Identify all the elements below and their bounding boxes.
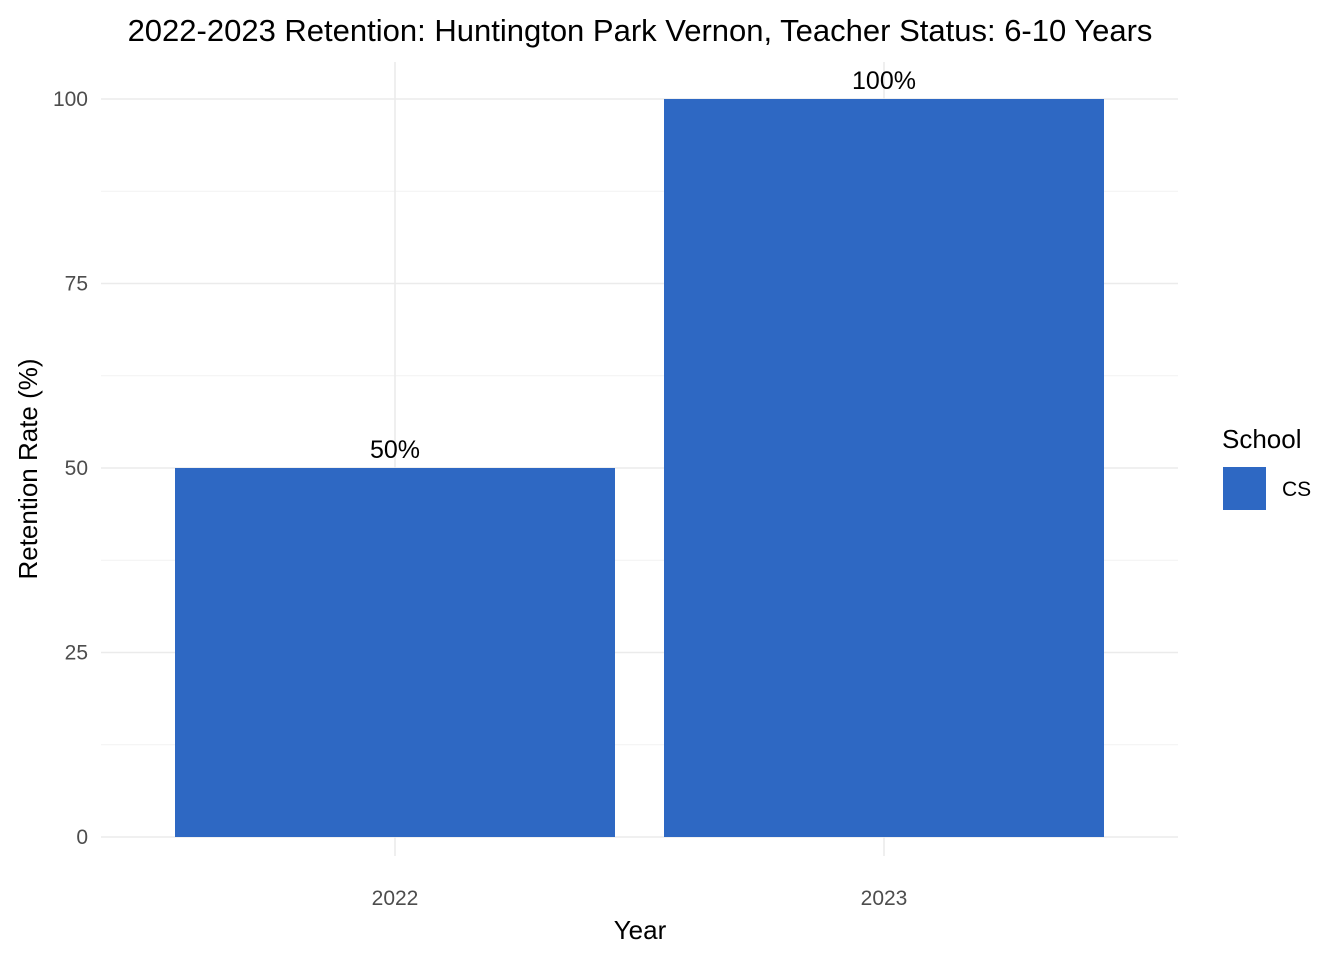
bar-2023	[664, 99, 1104, 837]
y-tick-label: 0	[76, 826, 88, 849]
bar-2022	[175, 468, 615, 837]
legend-label-cs: CS	[1282, 478, 1311, 501]
data-labels-layer: 50% 100%	[370, 67, 916, 464]
x-axis-title: Year	[614, 915, 667, 945]
y-tick-label: 25	[65, 642, 88, 665]
data-label-2023: 100%	[852, 67, 916, 95]
x-tick-label: 2023	[861, 887, 908, 910]
y-tick-label: 50	[65, 457, 88, 480]
bars-layer	[175, 99, 1104, 837]
x-tick-label: 2022	[372, 887, 419, 910]
y-axis-title: Retention Rate (%)	[13, 358, 43, 579]
data-label-2022: 50%	[370, 436, 420, 464]
y-tick-label: 75	[65, 273, 88, 296]
axes-layer: 0 25 50 75 100 2022 2023	[53, 88, 907, 910]
legend-key-cs	[1223, 467, 1266, 510]
chart-title: 2022-2023 Retention: Huntington Park Ver…	[128, 13, 1153, 48]
legend: School CS	[1222, 424, 1311, 510]
y-tick-label: 100	[53, 88, 88, 111]
legend-title: School	[1222, 424, 1302, 454]
